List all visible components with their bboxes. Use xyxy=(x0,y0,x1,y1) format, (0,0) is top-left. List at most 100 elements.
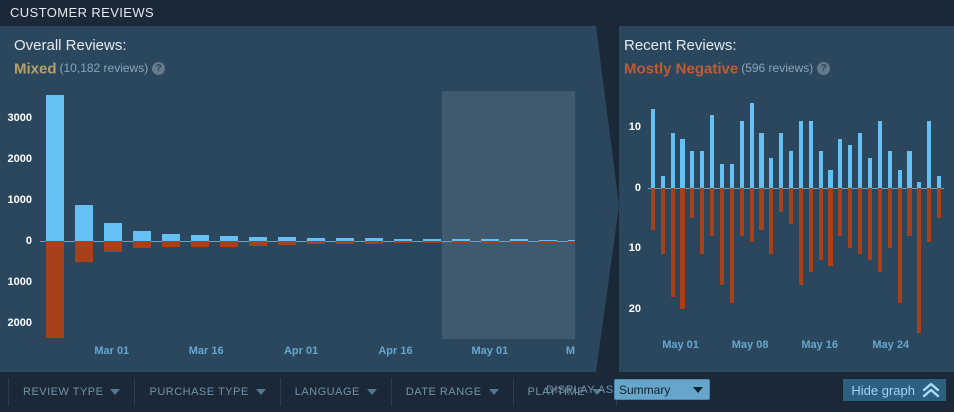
recent-review-summary: Mostly Negative xyxy=(624,60,739,78)
positive-review-bar xyxy=(700,151,705,188)
chevron-down-icon xyxy=(592,389,603,395)
overall-reviews-label: Overall Reviews: xyxy=(14,37,127,54)
negative-review-bar xyxy=(877,187,882,273)
positive-review-bar xyxy=(510,239,529,241)
filter-label: LANGUAGE xyxy=(294,386,360,398)
negative-review-bar xyxy=(45,240,64,339)
recent-reviews-header: Recent Reviews: Mostly Negative (596 revi… xyxy=(610,26,954,91)
y-axis-tick-label: 10 xyxy=(628,242,641,255)
positive-review-bar xyxy=(779,133,784,188)
negative-review-bar xyxy=(759,187,764,231)
y-axis-tick-label: 3000 xyxy=(7,111,32,124)
positive-review-bar xyxy=(936,175,942,188)
positive-review-bar xyxy=(848,145,853,188)
positive-review-bar xyxy=(161,233,180,241)
negative-review-bar xyxy=(936,187,942,219)
x-axis-tick-label: May 08 xyxy=(731,339,769,351)
question-mark-icon[interactable]: ? xyxy=(152,62,166,76)
y-axis-tick-label: 2000 xyxy=(7,152,32,165)
positive-review-bar xyxy=(808,121,813,188)
x-axis-tick-label: May 16 xyxy=(801,339,839,351)
overall-chart-plot-area xyxy=(40,91,592,339)
negative-review-bar xyxy=(336,240,355,245)
filter-purchase-type[interactable]: PURCHASE TYPE xyxy=(135,378,281,406)
positive-review-bar xyxy=(481,239,500,241)
overall-chart-bars xyxy=(40,91,592,339)
negative-review-bar xyxy=(897,187,902,303)
display-as-control: Summary xyxy=(614,379,710,400)
positive-review-bar xyxy=(660,175,665,188)
negative-review-bar xyxy=(650,187,655,231)
negative-review-bar xyxy=(306,240,325,245)
positive-review-bar xyxy=(759,133,764,188)
negative-review-bar xyxy=(917,187,922,333)
x-axis-tick-label: May 01 xyxy=(471,345,509,357)
positive-review-bar xyxy=(907,151,912,188)
negative-review-bar xyxy=(907,187,912,237)
negative-review-bar xyxy=(808,187,813,273)
positive-review-bar xyxy=(690,151,695,188)
negative-review-bar xyxy=(539,240,558,243)
positive-review-bar xyxy=(927,121,932,188)
negative-review-bar xyxy=(394,240,413,244)
negative-review-bar xyxy=(423,240,442,244)
negative-review-bar xyxy=(277,240,296,245)
positive-review-bar xyxy=(190,235,209,241)
positive-review-bar xyxy=(729,163,734,188)
filter-label: REVIEW TYPE xyxy=(23,386,104,398)
recent-chart-zero-axis xyxy=(648,187,944,189)
positive-review-bar xyxy=(74,204,93,241)
negative-review-bar xyxy=(161,240,180,247)
negative-review-bar xyxy=(219,240,238,247)
overall-review-count: (10,182 reviews) xyxy=(59,61,149,76)
filter-date-range[interactable]: DATE RANGE xyxy=(392,378,514,406)
chevron-down-icon xyxy=(255,389,266,395)
recent-reviews-panel: Recent Reviews: Mostly Negative (596 revi… xyxy=(610,26,954,372)
negative-review-bar xyxy=(838,187,843,237)
x-axis-tick-label: May 01 xyxy=(662,339,699,351)
overall-reviews-header: Overall Reviews: Mixed (10,182 reviews)? xyxy=(0,26,600,91)
negative-review-bar xyxy=(690,187,695,219)
overall-reviews-summary-line: Mixed (10,182 reviews)? xyxy=(14,59,600,78)
positive-review-bar xyxy=(277,237,296,241)
positive-review-bar xyxy=(798,121,803,188)
negative-review-bar xyxy=(739,187,744,237)
question-mark-icon[interactable]: ? xyxy=(817,62,831,76)
y-axis-tick-label: 10 xyxy=(628,121,641,134)
negative-review-bar xyxy=(103,240,122,253)
x-axis-tick-label: Mar 01 xyxy=(94,345,130,357)
positive-review-bar xyxy=(365,238,384,241)
filter-dropdown-group: REVIEW TYPE PURCHASE TYPE LANGUAGE DATE RAN… xyxy=(8,378,618,406)
positive-review-bar xyxy=(248,236,267,241)
chart-date-selection-region[interactable] xyxy=(441,91,592,339)
positive-review-bar xyxy=(423,238,442,241)
filter-language[interactable]: LANGUAGE xyxy=(281,378,392,406)
page-title: CUSTOMER REVIEWS xyxy=(0,0,954,26)
recent-reviews-chart: 10 0 10 20 May 01 May 08 May 16 May 24 xyxy=(610,91,954,372)
negative-review-bar xyxy=(867,187,873,261)
recent-chart-plot-area xyxy=(648,97,944,333)
y-axis-tick-label: 1000 xyxy=(7,275,32,288)
positive-review-bar xyxy=(769,157,774,188)
negative-review-bar xyxy=(660,187,665,255)
positive-review-bar xyxy=(219,236,238,241)
x-axis-tick-label: Apr 01 xyxy=(283,345,319,357)
hide-graph-button[interactable]: Hide graph xyxy=(843,379,946,401)
y-axis-tick-label: 0 xyxy=(634,181,641,194)
positive-review-bar xyxy=(394,238,413,241)
positive-review-bar xyxy=(828,169,833,188)
positive-review-bar xyxy=(838,139,843,188)
positive-review-bar xyxy=(877,121,882,188)
display-as-select[interactable]: Summary xyxy=(614,379,710,400)
recent-review-count: (596 reviews) xyxy=(741,61,814,76)
chevron-down-icon xyxy=(488,389,499,395)
y-axis-tick-label: 0 xyxy=(25,234,32,247)
negative-review-bar xyxy=(510,240,529,244)
filter-review-type[interactable]: REVIEW TYPE xyxy=(8,378,136,406)
negative-review-bar xyxy=(798,187,803,285)
positive-review-bar xyxy=(650,109,655,188)
negative-review-bar xyxy=(700,187,705,255)
negative-review-bar xyxy=(887,187,892,249)
negative-review-bar xyxy=(927,187,932,243)
y-axis-tick-label: 1000 xyxy=(7,193,32,206)
